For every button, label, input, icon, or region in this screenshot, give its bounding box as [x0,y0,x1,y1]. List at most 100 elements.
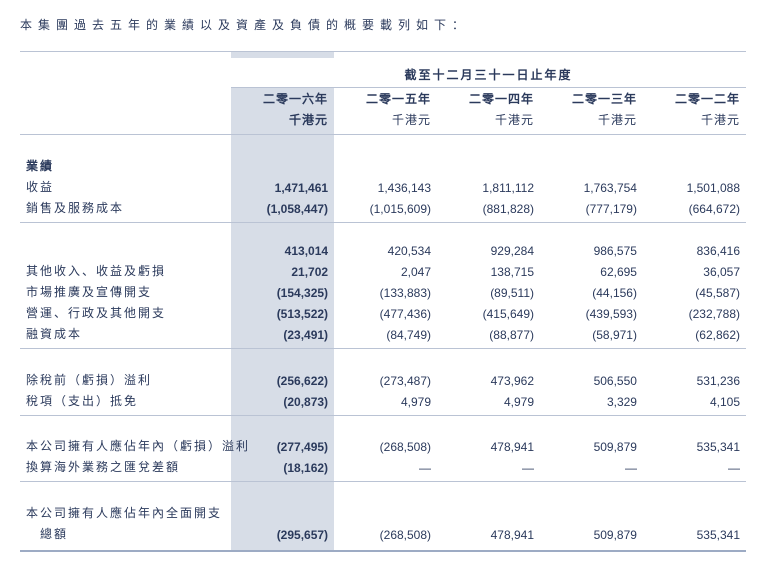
cell: 478,941 [437,435,540,456]
cell: (477,436) [334,302,437,323]
label-other: 其他收入、收益及虧損 [20,260,231,281]
financial-table-container: 截至十二月三十一日止年度 二零一六年 二零一五年 二零一四年 二零一三年 二零一… [20,51,746,552]
cell: 138,715 [437,260,540,281]
cell: (62,862) [643,323,746,344]
cell: (777,179) [540,197,643,218]
cell: (84,749) [334,323,437,344]
row-tax: 稅項（支出）抵免 (20,873) 4,979 4,979 3,329 4,10… [20,390,746,411]
label-fin: 融資成本 [20,323,231,344]
cell: 4,979 [437,390,540,411]
cell: 929,284 [437,242,540,260]
cell: 535,341 [643,523,746,544]
col-year-2014: 二零一四年 [437,88,540,110]
cell: (415,649) [437,302,540,323]
intro-text: 本集團過去五年的業績以及資產及負債的概要載列如下： [20,16,746,33]
cell: — [334,456,437,477]
cell: 506,550 [540,369,643,390]
cell: (1,015,609) [334,197,437,218]
section-title: 業績 [20,155,231,176]
label-owners: 本公司擁有人應佔年內（虧損）溢利 [20,435,231,456]
cell: 1,471,461 [231,176,334,197]
row-cost: 銷售及服務成本 (1,058,447) (1,015,609) (881,828… [20,197,746,218]
row-marketing: 市場推廣及宣傳開支 (154,325) (133,883) (89,511) (… [20,281,746,302]
cell: (20,873) [231,390,334,411]
cell: 836,416 [643,242,746,260]
cell: (18,162) [231,456,334,477]
cell: (513,522) [231,302,334,323]
cell: 509,879 [540,435,643,456]
label-gross [20,242,231,260]
cell: (23,491) [231,323,334,344]
col-year-2015: 二零一五年 [334,88,437,110]
row-section-title: 業績 [20,155,746,176]
cell: 509,879 [540,523,643,544]
cell: 3,329 [540,390,643,411]
label-total-l1: 本公司擁有人應佔年內全面開支 [20,502,231,523]
cell: (268,508) [334,523,437,544]
period-heading: 截至十二月三十一日止年度 [231,58,746,88]
cell: 62,695 [540,260,643,281]
label-tax: 稅項（支出）抵免 [20,390,231,411]
year-row: 二零一六年 二零一五年 二零一四年 二零一三年 二零一二年 [20,88,746,110]
row-pbt: 除稅前（虧損）溢利 (256,622) (273,487) 473,962 50… [20,369,746,390]
cell: (232,788) [643,302,746,323]
row-revenue: 收益 1,471,461 1,436,143 1,811,112 1,763,7… [20,176,746,197]
header-span-row: 截至十二月三十一日止年度 [20,58,746,88]
unit-2016: 千港元 [231,109,334,130]
unit-2013: 千港元 [540,109,643,130]
cell: 21,702 [231,260,334,281]
cell: 2,047 [334,260,437,281]
cell: (133,883) [334,281,437,302]
cell: 36,057 [643,260,746,281]
row-gross: 413,014 420,534 929,284 986,575 836,416 [20,242,746,260]
cell: (1,058,447) [231,197,334,218]
cell: 473,962 [437,369,540,390]
cell: 413,014 [231,242,334,260]
label-mkt: 市場推廣及宣傳開支 [20,281,231,302]
cell: (89,511) [437,281,540,302]
cell: 420,534 [334,242,437,260]
label-cost: 銷售及服務成本 [20,197,231,218]
cell: 478,941 [437,523,540,544]
row-finance-cost: 融資成本 (23,491) (84,749) (88,877) (58,971)… [20,323,746,344]
cell: 1,436,143 [334,176,437,197]
cell: 531,236 [643,369,746,390]
unit-row: 千港元 千港元 千港元 千港元 千港元 [20,109,746,130]
cell: (881,828) [437,197,540,218]
cell: 4,105 [643,390,746,411]
cell: (44,156) [540,281,643,302]
col-year-2013: 二零一三年 [540,88,643,110]
label-pbt: 除稅前（虧損）溢利 [20,369,231,390]
label-total: 總額 [20,523,231,544]
cell: (295,657) [231,523,334,544]
cell: — [437,456,540,477]
cell: (256,622) [231,369,334,390]
cell: 1,763,754 [540,176,643,197]
cell: (58,971) [540,323,643,344]
cell: 986,575 [540,242,643,260]
cell: (664,672) [643,197,746,218]
row-fx: 換算海外業務之匯兌差額 (18,162) — — — — [20,456,746,477]
financial-table: 截至十二月三十一日止年度 二零一六年 二零一五年 二零一四年 二零一三年 二零一… [20,52,746,550]
unit-2015: 千港元 [334,109,437,130]
col-year-2016: 二零一六年 [231,88,334,110]
cell: (88,877) [437,323,540,344]
cell: 1,501,088 [643,176,746,197]
unit-2014: 千港元 [437,109,540,130]
cell: — [540,456,643,477]
cell: (439,593) [540,302,643,323]
unit-2012: 千港元 [643,109,746,130]
cell: — [643,456,746,477]
cell: (45,587) [643,281,746,302]
col-year-2012: 二零一二年 [643,88,746,110]
row-other-income: 其他收入、收益及虧損 21,702 2,047 138,715 62,695 3… [20,260,746,281]
label-admin: 營運、行政及其他開支 [20,302,231,323]
cell: (154,325) [231,281,334,302]
cell: (268,508) [334,435,437,456]
row-owners-profit: 本公司擁有人應佔年內（虧損）溢利 (277,495) (268,508) 478… [20,435,746,456]
label-fx: 換算海外業務之匯兌差額 [20,456,231,477]
cell: 1,811,112 [437,176,540,197]
row-admin: 營運、行政及其他開支 (513,522) (477,436) (415,649)… [20,302,746,323]
row-total: 總額 (295,657) (268,508) 478,941 509,879 5… [20,523,746,544]
cell: 4,979 [334,390,437,411]
